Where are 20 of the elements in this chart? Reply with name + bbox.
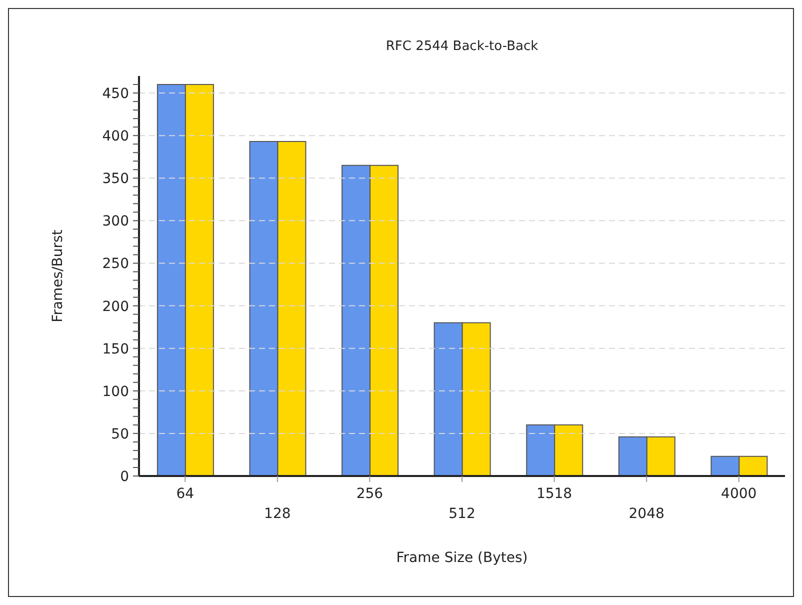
- y-tick-label: 300: [102, 214, 129, 230]
- x-tick-label: 64: [176, 486, 194, 502]
- x-tick-label: 4000: [721, 486, 757, 502]
- y-tick-label: 150: [102, 341, 129, 358]
- y-tick-label: 400: [102, 128, 129, 145]
- x-tick-label: 256: [356, 486, 384, 502]
- y-tick-label: 450: [102, 86, 129, 102]
- x-axis-title: Frame Size (Bytes): [396, 550, 528, 566]
- x-tick-label: 128: [264, 506, 291, 522]
- x-tick-label: 1518: [536, 486, 572, 502]
- x-tick-label: 2048: [628, 506, 664, 522]
- y-tick-label: 350: [102, 171, 129, 188]
- y-tick-label: 250: [102, 256, 129, 272]
- x-tick-label: 512: [448, 506, 476, 522]
- chart-title: RFC 2544 Back-to-Back: [384, 39, 540, 54]
- y-tick-label: 50: [111, 426, 129, 442]
- y-tick-label: 100: [102, 384, 129, 400]
- y-tick-label: 0: [120, 469, 129, 485]
- y-axis-title: Frames/Burst: [50, 229, 66, 322]
- y-tick-label: 200: [102, 298, 129, 315]
